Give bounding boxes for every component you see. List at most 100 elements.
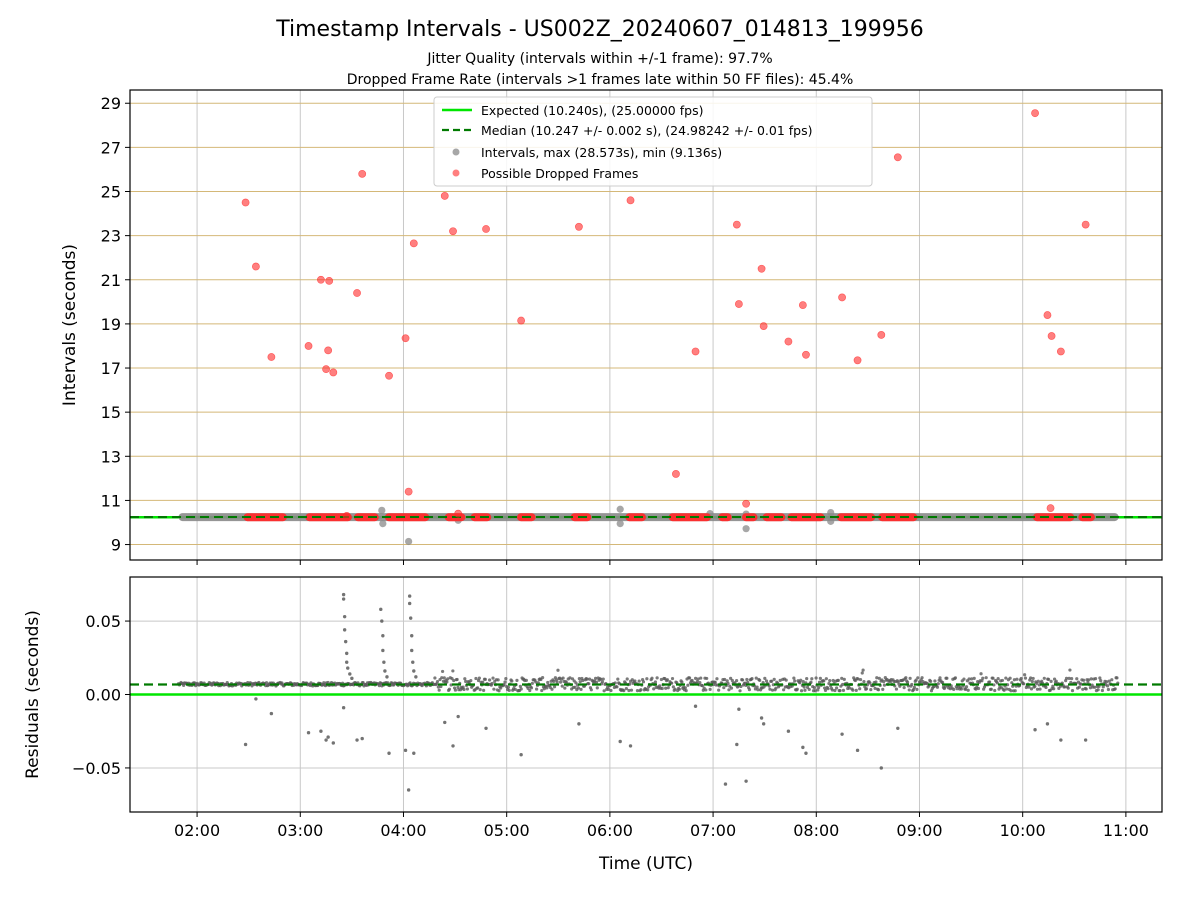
dropped-frame-point <box>732 220 741 229</box>
residual-point <box>433 676 437 680</box>
residual-point <box>496 678 500 682</box>
residual-point <box>964 687 968 691</box>
residual-point <box>1051 684 1055 688</box>
residual-point <box>1105 684 1110 688</box>
residual-point <box>666 686 670 690</box>
residual-point <box>1000 678 1005 683</box>
residual-point <box>735 678 739 683</box>
dropped-frame-point <box>575 222 583 231</box>
residual-point <box>746 680 750 685</box>
residual-point <box>622 689 626 693</box>
residual-point <box>1005 687 1009 691</box>
residual-point <box>449 683 453 687</box>
residual-point <box>491 676 495 680</box>
residual-point <box>563 686 567 690</box>
residual-point <box>528 688 532 693</box>
residual-point <box>445 680 449 684</box>
residual-spike-point <box>407 601 412 606</box>
residual-point <box>462 687 466 692</box>
residual-point <box>1064 676 1069 680</box>
dropped-frame-point <box>672 470 680 478</box>
residual-point <box>962 677 966 681</box>
residual-point <box>490 681 494 686</box>
residual-point <box>1035 687 1040 691</box>
legend-entry: Expected (10.240s), (25.00000 fps) <box>481 103 703 118</box>
residual-point <box>680 680 684 684</box>
residual-point <box>503 680 507 684</box>
residual-negative-point <box>840 732 844 736</box>
dropped-frame-point <box>1047 332 1056 340</box>
dropped-frames-cluster <box>836 513 876 522</box>
residual-negative-point <box>618 739 622 744</box>
residual-spike-point <box>414 675 418 679</box>
residual-point <box>1030 679 1034 684</box>
residual-point <box>840 682 845 687</box>
residual-point <box>945 676 949 680</box>
residual-point <box>264 681 269 685</box>
residual-point <box>822 679 826 683</box>
residual-point <box>483 677 487 681</box>
residual-point <box>576 686 581 690</box>
residual-point <box>637 679 641 683</box>
residual-point <box>795 687 799 691</box>
residual-negative-point <box>896 726 900 730</box>
dropped-frames-cluster <box>762 513 786 522</box>
residual-point <box>1022 682 1026 686</box>
residual-point <box>588 677 592 681</box>
residual-spike-point <box>380 619 384 623</box>
residual-negative-point <box>786 729 791 733</box>
dropped-frame-point <box>322 365 330 374</box>
dropped-frames-cluster <box>668 513 712 522</box>
residual-negative-point <box>484 726 488 730</box>
y-tick-label: 9 <box>111 536 121 555</box>
residual-point <box>1086 680 1090 685</box>
residual-point <box>851 688 855 692</box>
dropped-frame-point <box>691 347 700 356</box>
residual-point <box>809 680 813 684</box>
residual-point <box>959 687 963 691</box>
residual-point <box>639 688 643 692</box>
residual-negative-point <box>628 744 633 748</box>
residual-point <box>992 683 996 687</box>
y-tick-label: 23 <box>101 227 121 246</box>
x-tick-label: 05:00 <box>484 821 530 840</box>
legend-intervals-swatch <box>452 148 460 156</box>
residual-negative-point <box>341 706 346 710</box>
residual-point <box>693 676 698 680</box>
residual-point <box>861 668 865 672</box>
residual-point <box>1008 676 1012 680</box>
residual-point <box>812 686 816 690</box>
residual-point <box>739 684 743 689</box>
residual-point <box>606 687 611 691</box>
dropped-frame-point <box>324 346 333 355</box>
residual-point <box>464 679 468 684</box>
residual-point <box>655 676 659 680</box>
residual-point <box>910 682 914 687</box>
residual-point <box>555 680 559 684</box>
residual-negative-point <box>804 751 808 755</box>
dropped-frame-point <box>325 276 334 285</box>
residual-point <box>1106 687 1110 692</box>
y-tick-label: 19 <box>101 315 121 334</box>
residual-point <box>836 678 840 682</box>
dropped-frame-point <box>1056 347 1065 356</box>
residual-point <box>858 677 863 682</box>
residual-point <box>441 669 445 674</box>
residual-point <box>768 687 772 691</box>
residual-point <box>504 676 508 681</box>
residual-point <box>856 677 860 681</box>
y-tick-label: 21 <box>101 271 121 290</box>
residual-point <box>1015 677 1019 681</box>
residual-point <box>476 686 480 690</box>
residual-point <box>696 677 700 681</box>
residual-point <box>772 677 776 681</box>
residual-point <box>1069 680 1073 685</box>
residual-point <box>770 679 774 683</box>
residual-point <box>1096 688 1100 692</box>
residual-point <box>987 680 992 684</box>
residual-point <box>579 687 583 692</box>
residual-negative-point <box>737 707 741 711</box>
residual-negative-point <box>723 782 728 786</box>
residual-point <box>1068 668 1072 672</box>
chart-subtitle-jitter: Jitter Quality (intervals within +/-1 fr… <box>426 51 772 67</box>
